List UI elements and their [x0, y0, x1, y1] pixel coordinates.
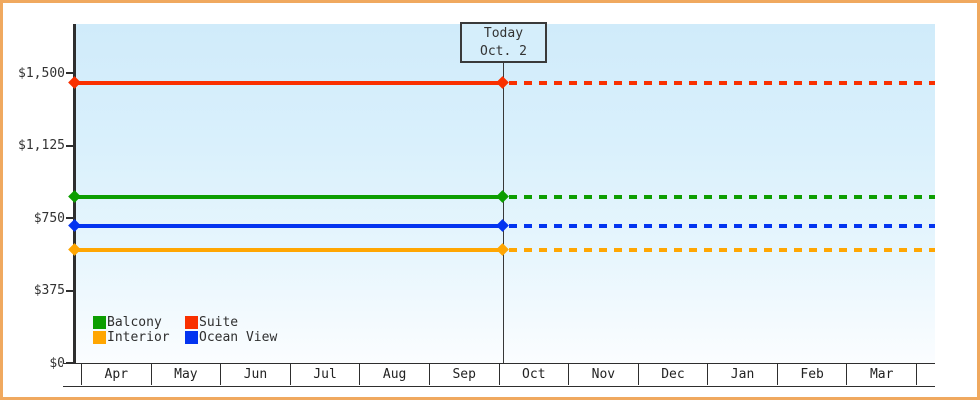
series-line-solid-ocean-view [74, 223, 503, 228]
legend-swatch-interior [93, 330, 106, 344]
y-axis-tick-label: $1,500 [18, 65, 65, 81]
today-label: Today [483, 26, 524, 41]
series-line-dashed-ocean-view [508, 223, 935, 228]
series-line-dashed-interior [508, 247, 935, 252]
legend-label: Balcony [107, 314, 162, 330]
series-line-dashed-balcony [508, 194, 935, 199]
x-axis-month-band: Apr May Jun Jul Aug Sep Oct Nov Dec Jan Feb Mar [63, 363, 935, 387]
series-line-solid-suite [74, 80, 503, 85]
today-date: Oct. 2 [480, 44, 527, 59]
month-band-end-divider [916, 364, 917, 385]
month-cell-nov: Nov [568, 364, 638, 385]
legend-item-balcony: Balcony [93, 314, 185, 330]
month-cell-jan: Jan [707, 364, 777, 385]
y-axis-tick-label: $750 [33, 210, 65, 226]
legend-item-suite: Suite [185, 314, 277, 330]
series-line-solid-interior [74, 247, 503, 252]
month-cell-jul: Jul [289, 364, 360, 385]
y-axis-tick-label: $375 [33, 283, 65, 298]
today-vertical-line [502, 62, 505, 363]
y-axis-tick-label: $0 [49, 355, 65, 371]
series-line-solid-balcony [74, 194, 503, 199]
legend-swatch-ocean-view [185, 330, 198, 344]
y-axis-tick-label: $1,125 [18, 138, 65, 153]
legend-item-interior: Interior [93, 329, 185, 345]
month-cell-sep: Sep [428, 364, 499, 385]
legend-label: Interior [107, 329, 170, 345]
month-cell-feb: Feb [776, 364, 847, 385]
month-cell-apr: Apr [81, 364, 151, 385]
legend-label: Suite [199, 314, 239, 330]
month-cell-mar: Mar [846, 364, 916, 385]
month-cell-jun: Jun [220, 364, 290, 385]
legend-swatch-suite [185, 315, 198, 329]
month-cell-aug: Aug [359, 364, 429, 385]
legend-label: Ocean View [199, 329, 278, 345]
y-axis-tick-mark [66, 217, 74, 219]
chart-legend: Balcony Suite Interior Ocean View [93, 314, 278, 345]
month-cell-may: May [150, 364, 221, 385]
today-annotation-box: Today Oct. 2 [459, 22, 547, 63]
legend-swatch-balcony [93, 315, 106, 329]
month-cell-oct: Oct [498, 364, 569, 385]
month-cell-dec: Dec [637, 364, 708, 385]
y-axis-tick-mark [66, 144, 74, 147]
series-line-dashed-suite [508, 80, 935, 85]
y-axis-tick-mark [66, 289, 74, 292]
legend-item-ocean-view: Ocean View [185, 329, 278, 345]
y-axis-tick-mark [66, 72, 74, 74]
